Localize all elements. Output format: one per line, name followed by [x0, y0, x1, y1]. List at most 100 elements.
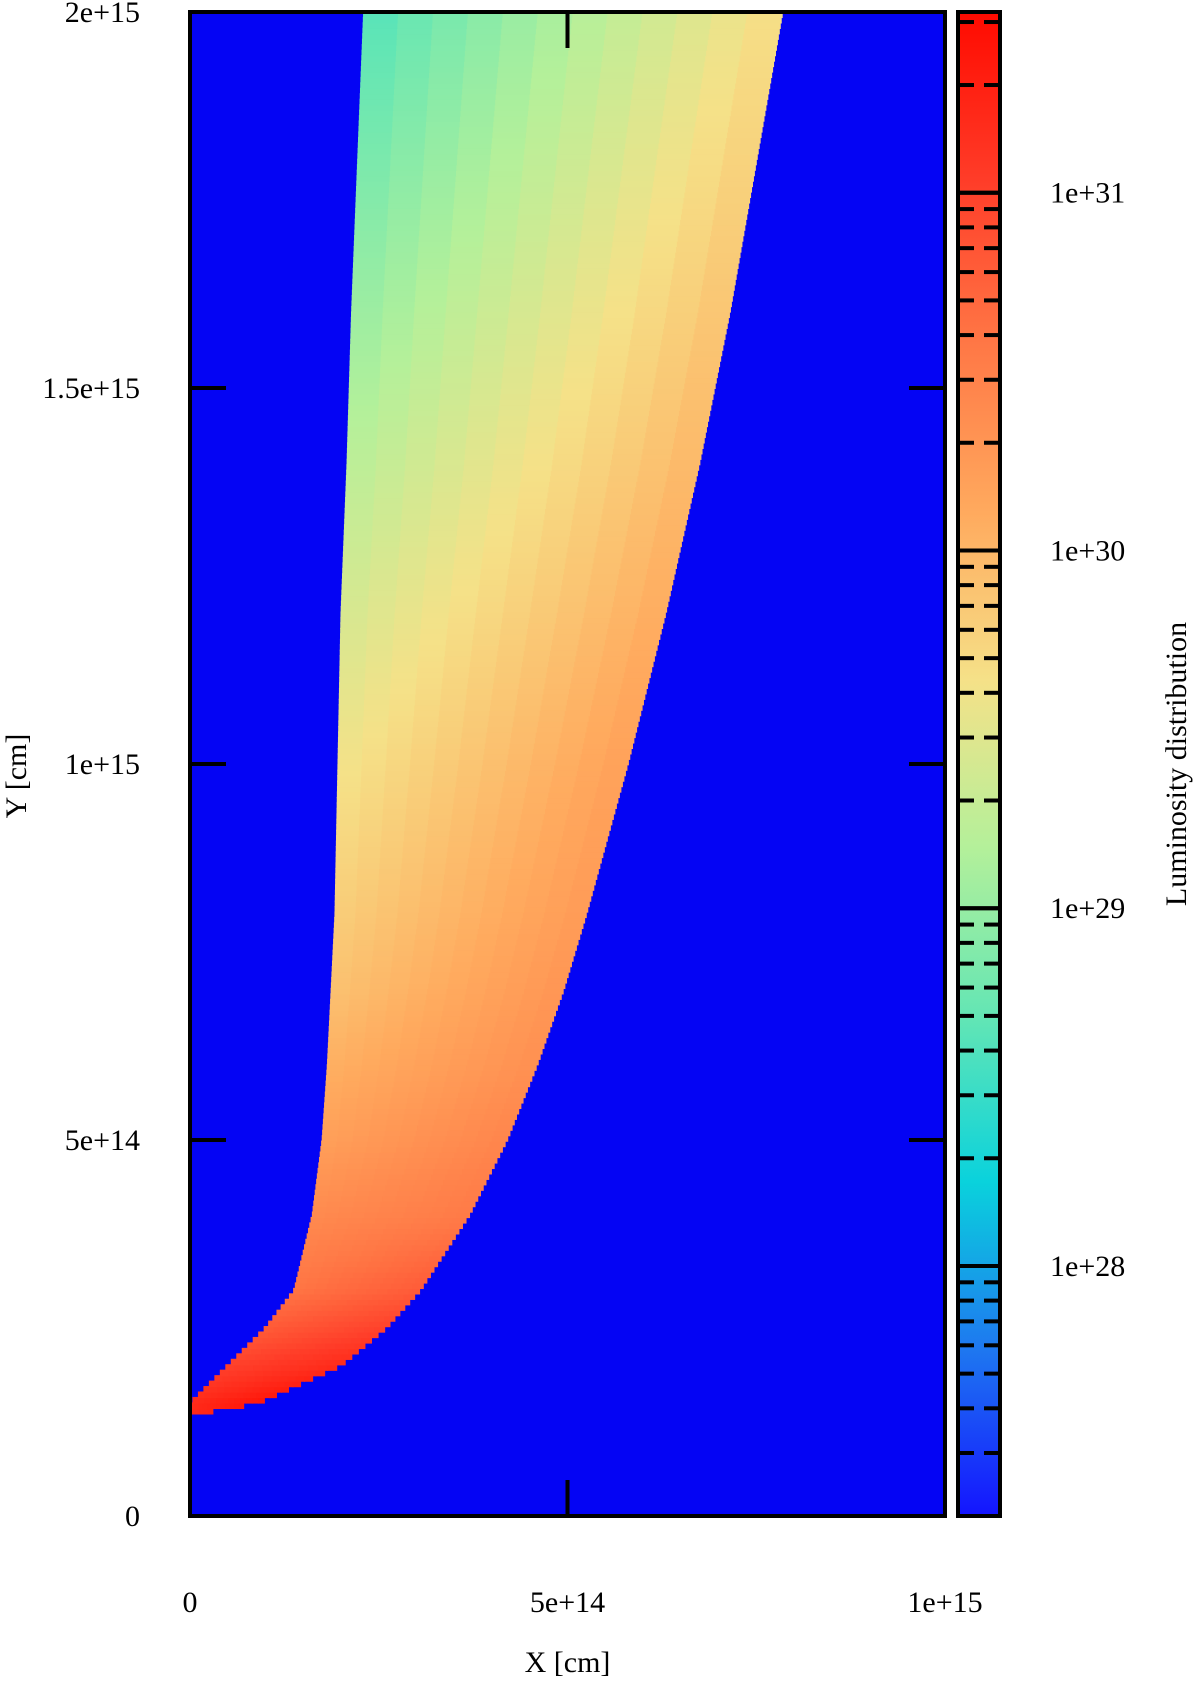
heat-cell	[543, 278, 577, 286]
heat-cell	[660, 502, 691, 509]
heat-cell	[323, 1113, 341, 1120]
heat-cell	[395, 1195, 411, 1202]
heat-cell	[456, 1146, 473, 1153]
heat-cell	[567, 60, 603, 68]
heat-cell	[641, 453, 672, 460]
heat-cell	[401, 862, 425, 870]
heat-cell	[619, 185, 654, 193]
heat-cell	[557, 420, 589, 428]
heat-cell	[355, 1113, 373, 1120]
heat-cell	[362, 1053, 382, 1060]
heat-cell	[513, 256, 547, 264]
heat-cell	[511, 862, 535, 870]
heat-cell	[727, 125, 763, 133]
heat-cell	[387, 1244, 401, 1251]
heat-cell	[394, 938, 416, 946]
heat-cell	[668, 295, 702, 302]
heat-cell	[455, 785, 480, 793]
heat-cell	[383, 289, 417, 297]
heat-cell	[337, 1309, 350, 1317]
heat-cell	[416, 1047, 436, 1055]
heat-cell	[539, 311, 573, 319]
heat-cell	[589, 164, 624, 171]
heat-cell	[371, 1255, 384, 1262]
heat-cell	[437, 725, 464, 733]
heat-cell	[474, 1031, 494, 1039]
heat-cell	[465, 44, 501, 51]
heat-cell	[418, 1036, 438, 1044]
heat-cell	[358, 840, 382, 848]
heat-cell	[408, 1091, 426, 1099]
heat-cell	[522, 802, 548, 810]
heat-cell	[545, 256, 579, 264]
heat-cell	[497, 415, 530, 422]
heat-cell	[324, 1211, 340, 1219]
heat-cell	[362, 742, 388, 750]
heat-cell	[616, 207, 651, 215]
heat-cell	[346, 1036, 366, 1044]
heat-cell	[311, 1304, 323, 1311]
heat-cell	[468, 1184, 484, 1191]
heat-cell	[393, 1304, 406, 1311]
heat-cell	[429, 802, 454, 810]
heat-cell	[326, 1282, 339, 1290]
heat-cell	[333, 938, 355, 946]
heat-cell	[522, 993, 543, 1000]
heat-cell	[683, 387, 715, 395]
heat-cell	[382, 311, 415, 319]
heat-cell	[490, 485, 521, 493]
heat-cell	[497, 76, 533, 84]
heat-cell	[501, 27, 537, 35]
heat-cell	[630, 644, 658, 651]
heat-cell	[628, 349, 661, 357]
heat-cell	[656, 524, 686, 531]
heat-cell	[648, 562, 677, 569]
heat-cell	[415, 284, 449, 291]
heat-cell	[348, 1156, 365, 1164]
heat-cell	[325, 1086, 343, 1093]
heat-cell	[216, 1396, 224, 1404]
heat-cell	[464, 1069, 483, 1077]
heat-cell	[452, 1156, 468, 1164]
heat-cell	[377, 1266, 390, 1273]
heat-cell	[407, 987, 429, 995]
heat-cell	[403, 1015, 424, 1022]
heat-cell	[456, 775, 482, 782]
heat-cell	[373, 1102, 391, 1110]
heat-cell	[466, 867, 490, 875]
heat-cell	[501, 911, 524, 919]
heat-cell	[599, 338, 632, 346]
heat-cell	[397, 12, 434, 19]
heat-cell	[368, 1195, 384, 1202]
heat-cell	[271, 1369, 282, 1377]
heat-cell	[529, 878, 553, 886]
heat-cell	[428, 1075, 447, 1082]
heat-cell	[555, 169, 590, 177]
heat-cell	[356, 169, 391, 177]
heat-cell	[491, 960, 513, 968]
heat-cell	[566, 551, 596, 559]
heat-cell	[506, 1096, 524, 1104]
heat-cell	[505, 1047, 525, 1055]
heat-cell	[374, 485, 405, 493]
heat-cell	[333, 922, 356, 930]
heat-cell	[458, 922, 480, 930]
heat-cell	[549, 224, 583, 231]
heat-cell	[692, 136, 728, 144]
heat-cell	[380, 1200, 395, 1208]
heat-cell	[359, 802, 385, 810]
heat-cell	[192, 1396, 200, 1404]
heat-cell	[376, 906, 399, 913]
heat-cell	[373, 1304, 385, 1311]
heat-cell	[315, 1244, 329, 1251]
heat-cell	[343, 1326, 356, 1333]
heat-cell	[392, 115, 428, 122]
heat-cell	[256, 1342, 268, 1350]
heat-cell	[508, 1091, 526, 1099]
heat-cell	[519, 202, 553, 209]
heat-cell	[615, 218, 649, 226]
heat-cell	[339, 1206, 354, 1213]
heat-cell	[476, 322, 509, 329]
heat-cell	[376, 436, 408, 444]
heat-cell	[363, 1271, 376, 1279]
